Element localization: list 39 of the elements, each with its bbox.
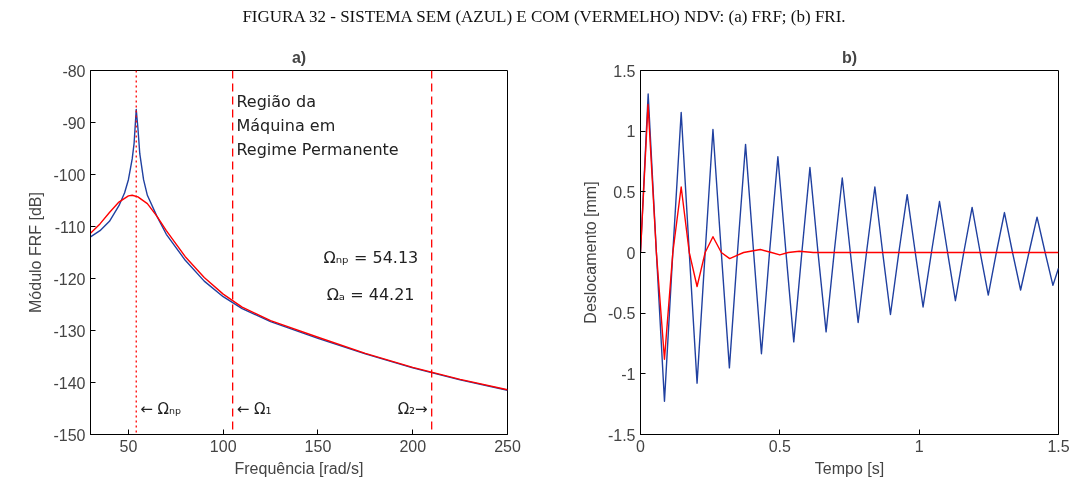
y-tick-label: -0.5 [607,305,636,323]
x-tick-label: 250 [494,437,521,455]
y-tick-label: 1.5 [613,62,636,80]
x-tick-label: 0.5 [768,437,792,455]
chart-title: b) [841,48,858,66]
line-series [640,93,1059,402]
text: FIGURA 32 - SISTEMA SEM (AZUL) E COM (VERMELHO) NDV: (a) FRF; (b) FRI. [242,6,846,28]
x-tick-label: 150 [304,437,332,455]
x-tick-label: 1.5 [1047,437,1070,455]
ref-line-label: ← Ωₙₚ [140,400,182,419]
y-tick-label: -1.5 [607,426,636,444]
y-axis-title: Deslocamento [mm] [581,181,599,324]
y-tick-label: -130 [53,322,86,340]
annotation: Ωₙₚ = 54.13 [323,247,419,267]
y-tick-label: 0 [626,244,636,262]
y-tick-label: -150 [53,426,86,444]
line-series [90,108,508,391]
x-axis-title: Frequência [rad/s] [234,459,364,477]
x-tick-label: 1 [914,437,924,455]
y-tick-label: -80 [62,62,86,80]
y-tick-label: -120 [53,270,86,288]
annotation: Região da Máquina em Regime Permanente [236,92,399,159]
y-tick-label: -90 [62,114,86,132]
x-tick-label: 200 [399,437,427,455]
y-tick-label: -110 [54,218,86,236]
y-tick-label: -140 [53,374,86,392]
y-tick-label: 0.5 [613,183,636,201]
x-tick-label: 50 [119,437,138,455]
y-tick-label: 1 [626,123,636,141]
y-tick-label: -1 [621,365,636,383]
y-axis-title: Módulo FRF [dB] [27,192,45,313]
y-tick-label: -100 [53,166,86,184]
ref-line-label: ← Ω₁ [236,400,272,419]
x-axis-title: Tempo [s] [814,459,885,477]
annotation: Ωₐ = 44.21 [326,285,415,305]
line-series [640,103,1059,360]
x-tick-label: 100 [209,437,237,455]
chart-title: a) [291,48,307,66]
ref-line-label: Ω₂→ [397,400,428,419]
